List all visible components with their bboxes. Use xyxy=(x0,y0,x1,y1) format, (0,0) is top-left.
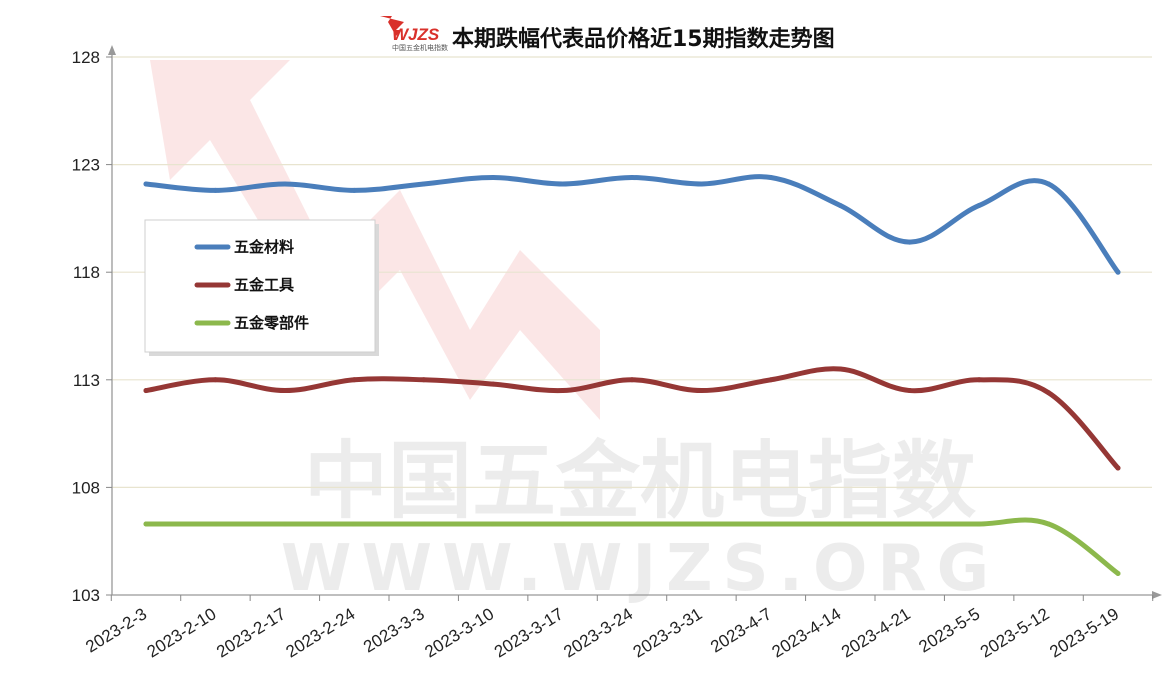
data-point xyxy=(768,377,774,383)
data-point xyxy=(629,521,635,527)
data-point xyxy=(421,521,427,527)
data-point xyxy=(1115,570,1121,576)
x-tick-label: 2023-5-19 xyxy=(1046,604,1122,661)
data-point xyxy=(490,521,496,527)
x-tick-label: 2023-3-24 xyxy=(560,604,636,661)
logo-subtext: 中国五金机电指数 xyxy=(392,43,448,52)
data-point xyxy=(976,377,982,383)
x-axis-arrow-icon xyxy=(1152,591,1162,599)
y-tick-label: 108 xyxy=(72,478,100,497)
wjzs-logo: WJZS 中国五金机电指数 xyxy=(380,16,448,52)
data-point xyxy=(629,377,635,383)
legend-box xyxy=(144,219,376,353)
data-point xyxy=(351,187,357,193)
y-tick-label: 123 xyxy=(72,156,100,175)
data-point xyxy=(490,381,496,387)
x-tick-label: 2023-4-21 xyxy=(838,604,914,661)
data-point xyxy=(421,377,427,383)
data-point xyxy=(351,377,357,383)
x-tick-label: 2023-2-3 xyxy=(82,604,150,656)
data-point xyxy=(976,202,982,208)
chart-title: 本期跌幅代表品价格近15期指数走势图 xyxy=(452,26,835,52)
data-point xyxy=(837,366,843,372)
data-point xyxy=(143,181,149,187)
watermark-line2: WWW.WJZS.ORG xyxy=(281,532,999,606)
x-tick-label: 2023-2-17 xyxy=(213,604,289,661)
y-tick-label: 103 xyxy=(72,586,100,605)
data-point xyxy=(698,181,704,187)
data-point xyxy=(1115,269,1121,275)
x-tick-label: 2023-3-17 xyxy=(491,604,567,661)
legend-label: 五金材料 xyxy=(234,238,294,256)
data-point xyxy=(212,377,218,383)
data-point xyxy=(421,181,427,187)
data-point xyxy=(143,388,149,394)
data-point xyxy=(629,175,635,181)
data-point xyxy=(282,181,288,187)
x-tick-label: 2023-5-5 xyxy=(915,604,983,656)
logo-text: WJZS xyxy=(392,25,440,44)
x-tick-label: 2023-2-24 xyxy=(283,604,359,661)
data-point xyxy=(560,388,566,394)
data-point xyxy=(490,175,496,181)
series-layer xyxy=(143,174,1121,576)
y-tick-label: 113 xyxy=(73,371,100,390)
logo-arrow-icon xyxy=(380,16,404,36)
x-tick-label: 2023-5-12 xyxy=(977,604,1053,661)
data-point xyxy=(143,521,149,527)
data-point xyxy=(698,521,704,527)
data-point xyxy=(837,202,843,208)
series-line-0 xyxy=(143,174,1121,275)
data-point xyxy=(976,521,982,527)
y-axis-ticks: 103 108 113 118 123 128 xyxy=(72,48,112,605)
legend-label: 五金零部件 xyxy=(234,314,309,332)
x-tick-label: 2023-3-3 xyxy=(360,604,428,656)
x-tick-label: 2023-4-14 xyxy=(769,604,845,661)
y-axis-arrow-icon xyxy=(108,45,116,55)
data-point xyxy=(282,521,288,527)
data-point xyxy=(351,521,357,527)
data-point xyxy=(212,521,218,527)
data-point xyxy=(907,521,913,527)
data-point xyxy=(907,388,913,394)
data-point xyxy=(560,181,566,187)
data-point xyxy=(837,521,843,527)
data-point xyxy=(768,521,774,527)
data-point xyxy=(212,187,218,193)
y-tick-label: 118 xyxy=(73,263,100,282)
x-tick-label: 2023-3-31 xyxy=(630,604,706,661)
data-point xyxy=(768,175,774,181)
data-point xyxy=(698,388,704,394)
x-tick-label: 2023-4-7 xyxy=(707,604,775,656)
axes xyxy=(108,45,1162,599)
data-point xyxy=(560,521,566,527)
data-point xyxy=(282,388,288,394)
legend-label: 五金工具 xyxy=(234,276,294,294)
chart-title-block: WJZS 中国五金机电指数 本期跌幅代表品价格近15期指数走势图 xyxy=(380,16,835,52)
x-tick-label: 2023-3-10 xyxy=(421,604,497,661)
watermark-line1: 中国五金机电指数 xyxy=(304,432,976,530)
data-point xyxy=(1046,521,1052,527)
data-point xyxy=(907,239,913,245)
data-point xyxy=(1046,181,1052,187)
x-tick-label: 2023-2-10 xyxy=(144,604,220,661)
y-tick-label: 128 xyxy=(72,48,100,67)
data-point xyxy=(1046,390,1052,396)
data-point xyxy=(1115,465,1121,471)
